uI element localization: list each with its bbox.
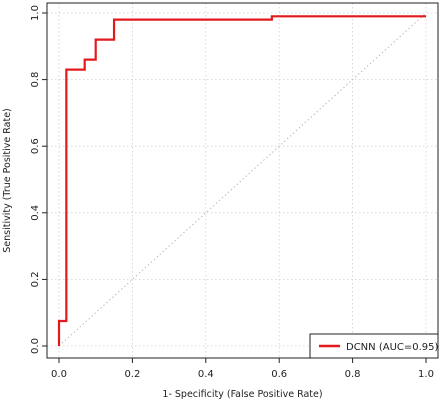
chance-reference-line (58, 12, 427, 347)
legend: DCNN (AUC=0.95) (309, 333, 439, 359)
x-tick-label: 1.0 (418, 369, 434, 380)
x-axis-label: 1- Specificity (False Positive Rate) (162, 389, 322, 400)
x-axis-ticks: 0.0 0.2 0.4 0.6 0.8 1.0 (51, 358, 434, 380)
x-tick-label: 0.0 (51, 369, 67, 380)
y-tick-label: 0.8 (30, 72, 41, 88)
y-tick-label: 0.2 (30, 271, 41, 287)
x-tick-label: 0.8 (345, 369, 361, 380)
x-tick-label: 0.6 (271, 369, 287, 380)
plot-frame (46, 2, 439, 359)
y-tick-label: 0.0 (30, 338, 41, 354)
y-tick-label: 0.4 (30, 205, 41, 221)
grid-lines (47, 3, 438, 358)
y-axis-ticks: 0.0 0.2 0.4 0.6 0.8 1.0 (30, 5, 47, 354)
y-tick-label: 1.0 (30, 5, 41, 21)
legend-label: DCNN (AUC=0.95) (346, 342, 439, 353)
x-tick-label: 0.2 (124, 369, 140, 380)
series-layer (57, 15, 426, 346)
roc-curve-line (57, 15, 426, 346)
y-tick-label: 0.6 (30, 138, 41, 154)
y-axis-label: Sensitivity (True Positive Rate) (2, 108, 13, 253)
x-tick-label: 0.4 (198, 369, 214, 380)
